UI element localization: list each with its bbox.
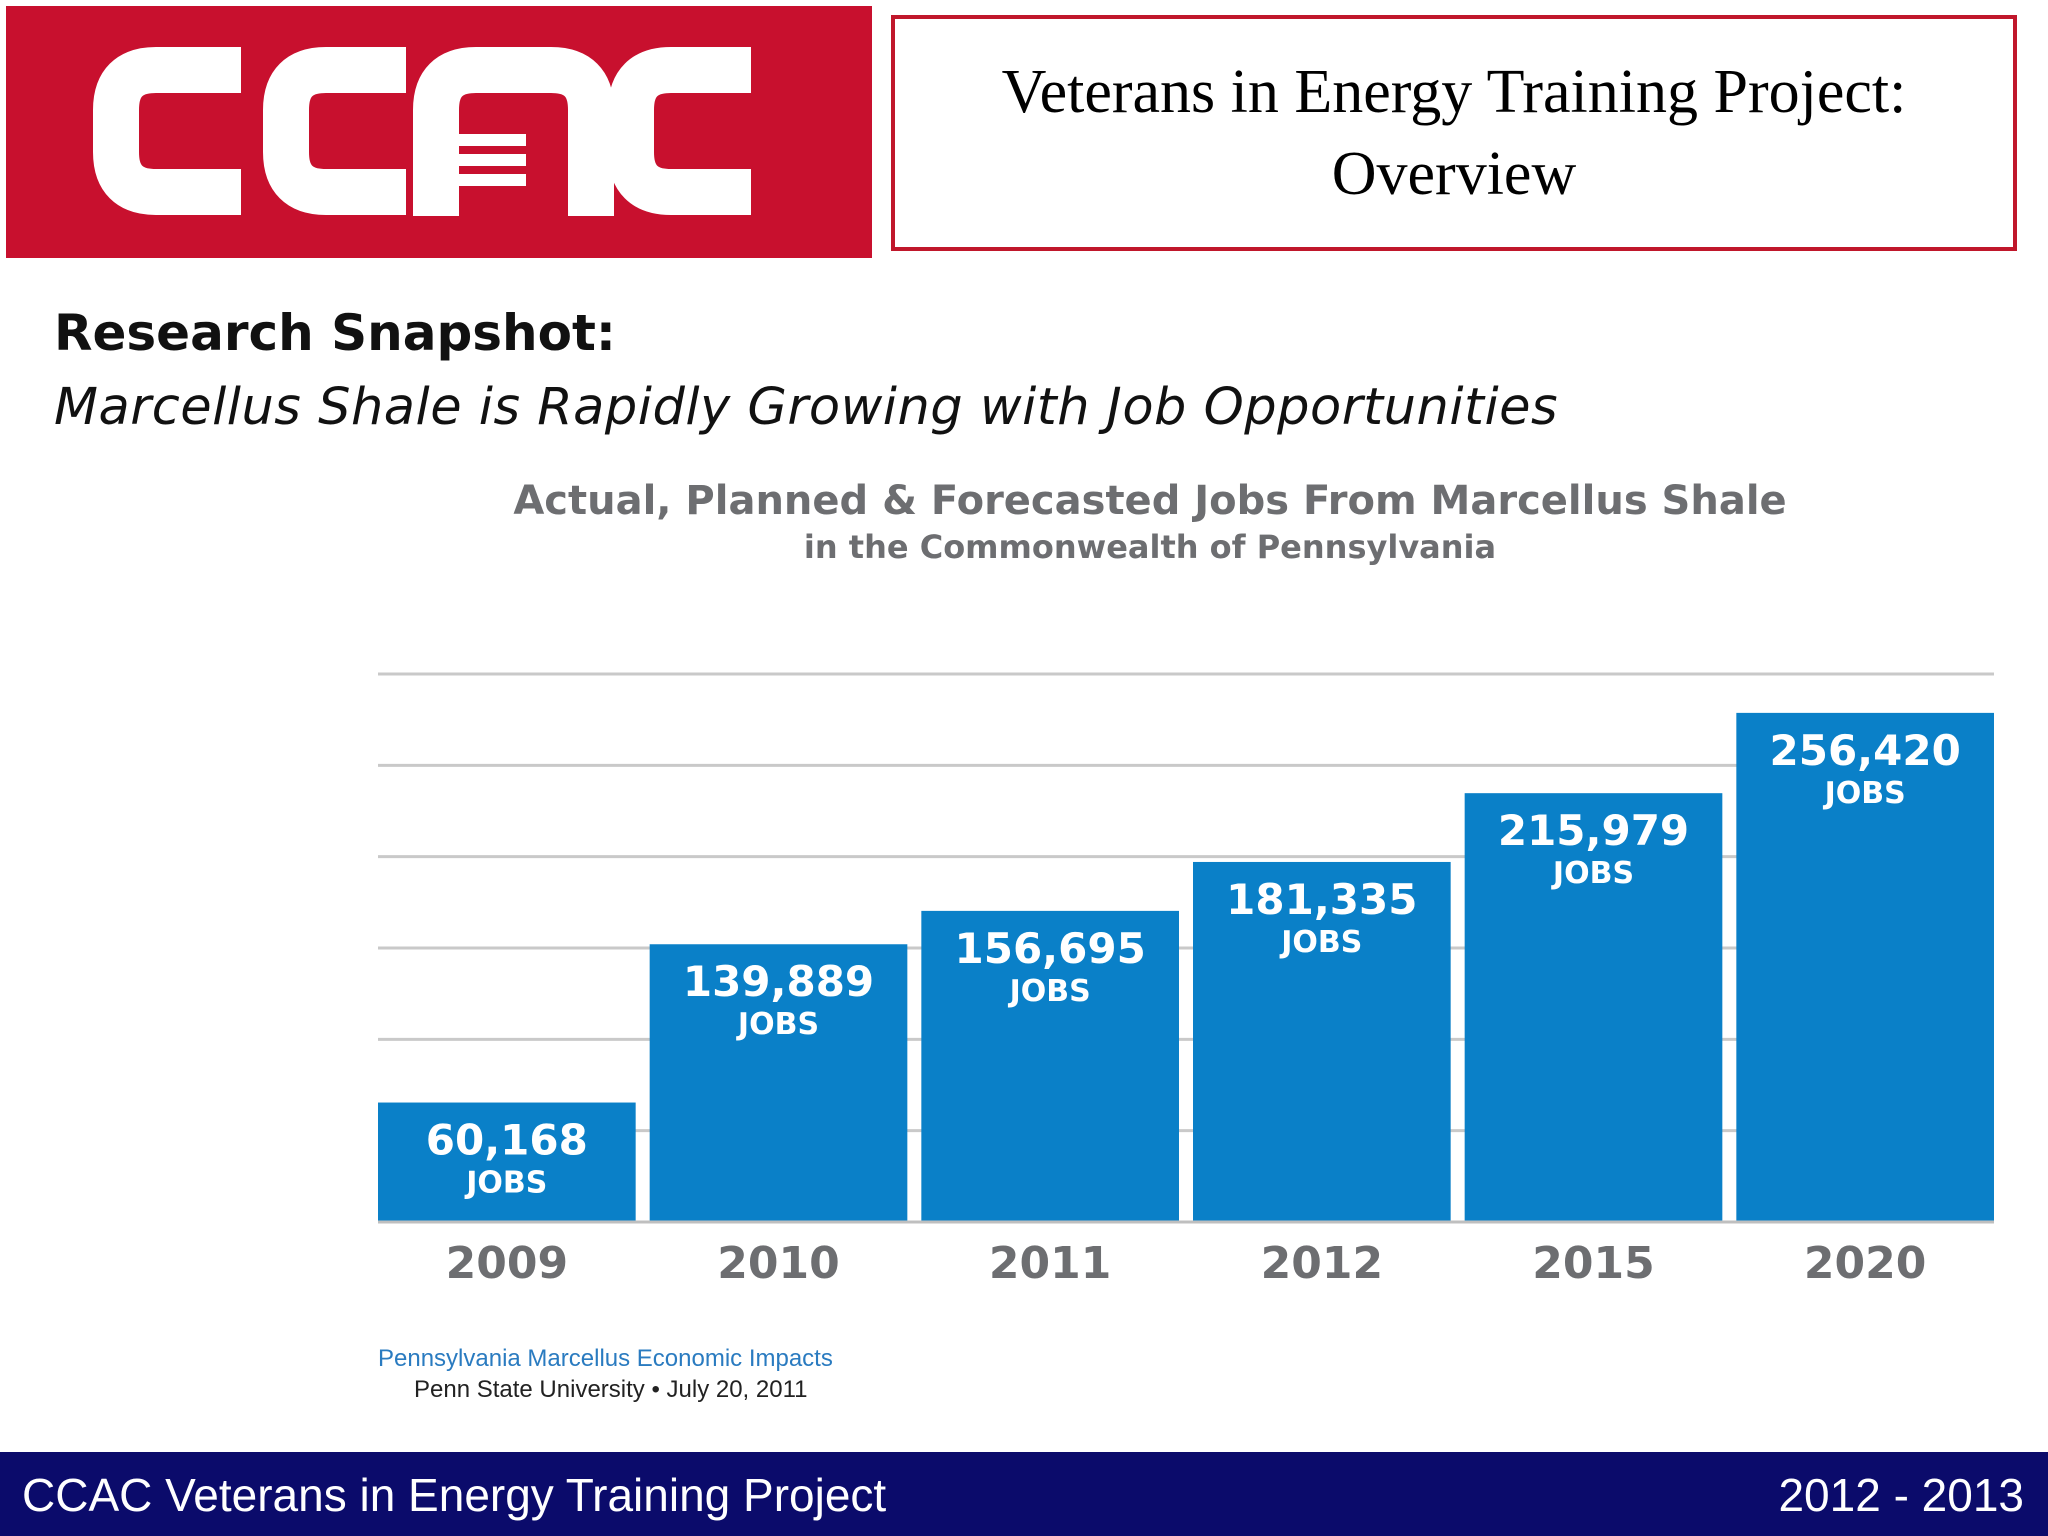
x-tick-label: 2012	[1261, 1238, 1383, 1289]
bar-2015	[1464, 793, 1723, 1222]
research-snapshot-subtitle: Marcellus Shale is Rapidly Growing with …	[54, 378, 1559, 437]
x-tick-label: 2015	[1532, 1238, 1654, 1289]
bar-unit-label: JOBS	[1008, 974, 1091, 1009]
ccac-logo	[6, 6, 872, 258]
bar-unit-label: JOBS	[736, 1007, 819, 1042]
bar-2011	[921, 910, 1179, 1222]
x-tick-label: 2020	[1804, 1238, 1926, 1289]
bar-value-label: 215,979	[1498, 806, 1689, 855]
bar-value-label: 256,420	[1770, 726, 1961, 775]
x-tick-label: 2011	[989, 1238, 1111, 1289]
bar-value-label: 181,335	[1226, 875, 1417, 924]
bar-unit-label: JOBS	[1279, 925, 1362, 960]
footer-years: 2012 - 2013	[1778, 1469, 2024, 1521]
slide-title-box: Veterans in Energy Training Project: Ove…	[891, 15, 2017, 251]
research-snapshot-label: Research Snapshot:	[54, 304, 616, 362]
bar-2010	[649, 944, 908, 1222]
chart-title: Actual, Planned & Forecasted Jobs From M…	[513, 478, 1787, 524]
bar-chart: 60,168JOBS2009139,889JOBS2010156,695JOBS…	[378, 672, 1994, 1289]
bar-value-label: 139,889	[683, 957, 874, 1006]
x-tick-label: 2010	[717, 1238, 839, 1289]
chart-subtitle: in the Commonwealth of Pennsylvania	[803, 528, 1497, 566]
bar-2020	[1736, 712, 1994, 1222]
footer-project-name: CCAC Veterans in Energy Training Project	[22, 1469, 887, 1521]
bar-unit-label: JOBS	[1551, 856, 1634, 891]
slide-title-line2: Overview	[1331, 140, 1577, 208]
bar-2012	[1193, 861, 1451, 1222]
ccac-logo-mark	[93, 47, 751, 216]
bar-unit-label: JOBS	[464, 1166, 547, 1201]
bar-value-label: 60,168	[426, 1116, 588, 1165]
bar-2009	[378, 1102, 636, 1222]
slide-title-line1: Veterans in Energy Training Project:	[1001, 58, 1907, 126]
x-tick-label: 2009	[446, 1238, 568, 1289]
source-title: Pennsylvania Marcellus Economic Impacts	[378, 1345, 833, 1372]
bar-value-label: 156,695	[955, 924, 1146, 973]
footer-bar: CCAC Veterans in Energy Training Project…	[0, 1452, 2048, 1536]
source-attribution: Penn State University • July 20, 2011	[414, 1376, 808, 1403]
bar-unit-label: JOBS	[1823, 776, 1906, 811]
